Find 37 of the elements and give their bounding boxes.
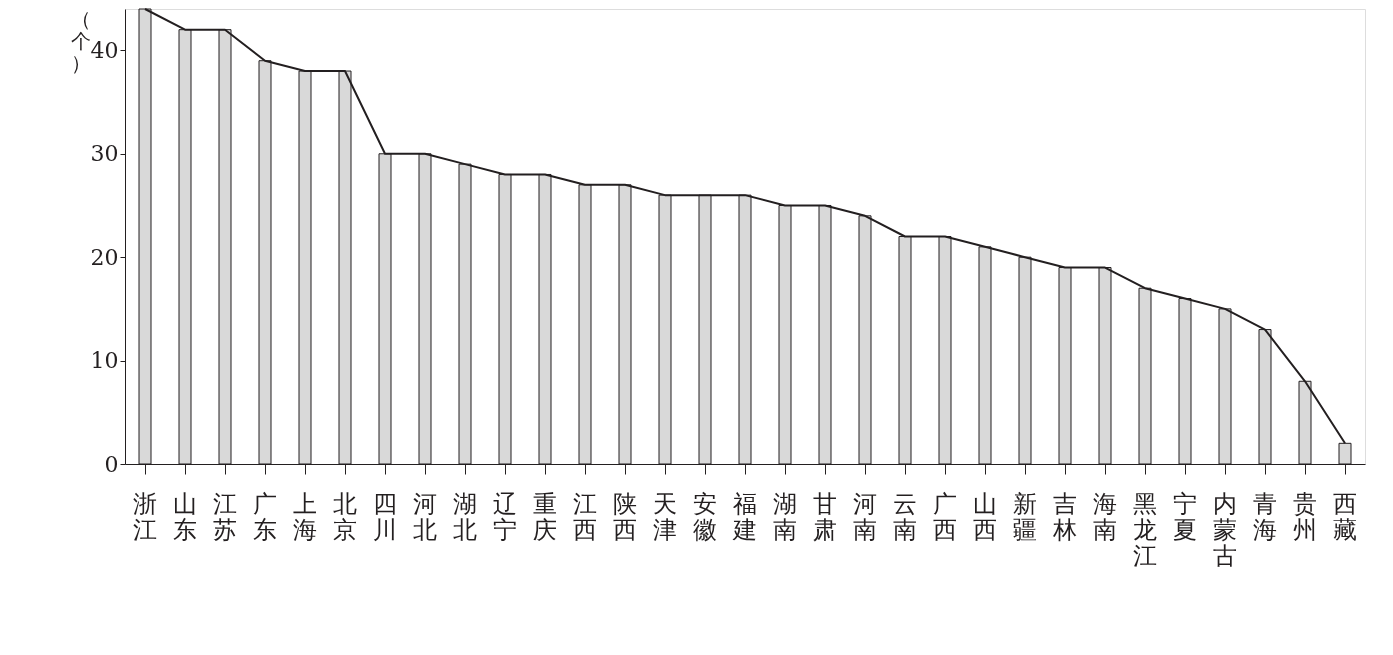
- y-tick-label: 10: [90, 348, 119, 374]
- x-tick-label: 宁夏: [1173, 489, 1197, 544]
- x-tick-label: 湖南: [773, 489, 797, 544]
- x-tick-label: 福建: [732, 489, 757, 544]
- x-tick-label: 海南: [1093, 489, 1117, 544]
- x-tick-label: 湖北: [453, 489, 477, 544]
- x-tick-label: 江西: [573, 489, 597, 544]
- x-tick-label: 天津: [653, 489, 677, 544]
- x-tick-label: 重庆: [533, 489, 557, 544]
- y-tick-label: 20: [90, 244, 119, 270]
- x-tick-label: 云南: [893, 489, 917, 544]
- y-tick-label: 40: [90, 37, 119, 63]
- x-tick-label: 广西: [933, 489, 957, 544]
- x-tick-label: 北京: [333, 489, 357, 544]
- x-tick-label: 新疆: [1013, 489, 1037, 544]
- x-tick-label: 河北: [413, 489, 437, 544]
- x-tick-label: 辽宁: [493, 489, 517, 544]
- y-tick-label: 0: [104, 451, 119, 477]
- x-tick-label: 贵州: [1293, 489, 1317, 544]
- x-tick-label: 广东: [253, 489, 277, 544]
- x-tick-label: 江苏: [213, 489, 237, 544]
- x-tick-label: 河南: [853, 489, 877, 544]
- y-axis-title: （个）: [70, 6, 91, 75]
- x-tick-label: 山东: [173, 489, 197, 544]
- x-tick-label: 吉林: [1052, 489, 1077, 544]
- x-tick-label: 甘肃: [813, 489, 837, 544]
- x-tick-label: 安徽: [693, 489, 717, 544]
- x-tick-label: 四川: [373, 489, 397, 544]
- x-tick-label: 山西: [973, 489, 997, 544]
- x-tick-label: 浙江: [133, 489, 157, 544]
- x-tick-label: 上海: [293, 489, 317, 544]
- x-tick-label: 青海: [1253, 489, 1277, 544]
- y-tick-label: 30: [90, 141, 119, 167]
- x-tick-label: 西藏: [1333, 489, 1357, 544]
- x-tick-label: 内蒙古: [1213, 489, 1237, 570]
- x-tick-label: 黑龙江: [1133, 489, 1157, 570]
- x-tick-label: 陕西: [613, 489, 637, 544]
